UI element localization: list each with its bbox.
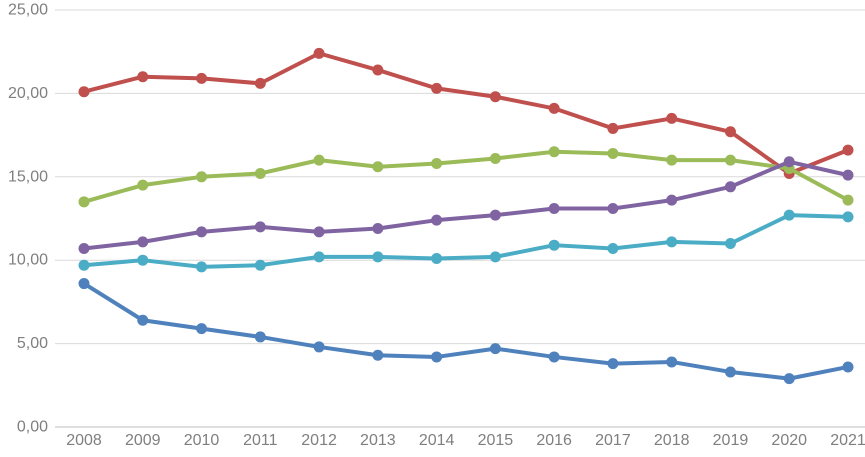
y-axis-tick-label: 5,00 — [17, 335, 48, 352]
data-point-marker-cyan — [489, 251, 501, 263]
data-point-marker-green — [842, 194, 854, 206]
data-point-marker-green — [489, 152, 501, 164]
data-point-marker-purple — [137, 236, 149, 248]
data-point-marker-cyan — [196, 261, 208, 273]
series-line-blue — [82, 281, 850, 381]
data-point-marker-green — [313, 154, 325, 166]
data-point-marker-cyan — [137, 254, 149, 266]
data-point-marker-blue — [842, 361, 854, 373]
data-point-marker-purple — [254, 221, 266, 233]
data-point-marker-red — [842, 144, 854, 156]
data-point-marker-cyan — [607, 243, 619, 255]
data-point-marker-red — [666, 112, 678, 124]
data-point-marker-blue — [196, 323, 208, 335]
data-point-marker-purple — [431, 214, 443, 226]
x-axis-tick-label: 2009 — [125, 432, 161, 449]
x-axis-tick-label: 2012 — [301, 432, 337, 449]
data-point-marker-purple — [842, 169, 854, 181]
x-axis-tick-label: 2015 — [478, 432, 514, 449]
data-point-marker-red — [372, 64, 384, 76]
data-point-marker-blue — [137, 314, 149, 326]
data-point-marker-purple — [78, 243, 90, 255]
data-point-marker-cyan — [724, 238, 736, 250]
x-axis-tick-label: 2019 — [713, 432, 749, 449]
data-point-marker-red — [254, 77, 266, 89]
data-point-marker-cyan — [78, 259, 90, 271]
data-point-marker-purple — [196, 226, 208, 238]
data-point-marker-red — [196, 72, 208, 84]
y-axis-tick-label: 10,00 — [8, 252, 48, 269]
data-point-marker-blue — [431, 351, 443, 363]
y-axis-tick-label: 25,00 — [8, 2, 48, 19]
x-axis-tick-label: 2008 — [66, 432, 102, 449]
data-point-marker-blue — [254, 331, 266, 343]
data-point-marker-cyan — [254, 259, 266, 271]
data-point-marker-green — [78, 196, 90, 208]
data-point-marker-blue — [372, 349, 384, 361]
data-point-marker-purple — [607, 202, 619, 214]
data-point-marker-cyan — [372, 251, 384, 263]
x-axis-tick-label: 2011 — [243, 432, 278, 449]
data-point-marker-purple — [724, 181, 736, 193]
data-point-marker-green — [548, 146, 560, 158]
data-point-marker-cyan — [313, 251, 325, 263]
x-axis-tick-label: 2010 — [184, 432, 220, 449]
data-point-marker-blue — [489, 343, 501, 355]
x-axis-tick-label: 2017 — [595, 432, 631, 449]
data-point-marker-red — [431, 82, 443, 94]
data-point-marker-red — [489, 91, 501, 103]
data-point-marker-blue — [724, 366, 736, 378]
data-point-marker-purple — [666, 194, 678, 206]
data-point-marker-blue — [548, 351, 560, 363]
data-point-marker-blue — [607, 358, 619, 370]
series-line-cyan — [82, 213, 850, 269]
data-point-marker-red — [78, 86, 90, 98]
data-point-marker-green — [254, 167, 266, 179]
data-point-marker-blue — [78, 278, 90, 290]
x-axis-tick-label: 2018 — [654, 432, 690, 449]
data-point-marker-purple — [372, 223, 384, 235]
data-point-marker-red — [313, 47, 325, 59]
x-axis-tick-label: 2021 — [830, 432, 865, 449]
data-point-marker-red — [607, 122, 619, 134]
data-point-marker-green — [372, 161, 384, 173]
data-point-marker-green — [666, 154, 678, 166]
data-point-marker-blue — [783, 373, 795, 385]
data-point-marker-cyan — [666, 236, 678, 248]
data-point-marker-purple — [313, 226, 325, 238]
x-axis-tick-label: 2016 — [536, 432, 572, 449]
data-point-marker-green — [137, 179, 149, 191]
data-point-marker-purple — [548, 202, 560, 214]
data-point-marker-cyan — [431, 253, 443, 265]
data-point-marker-green — [607, 147, 619, 159]
data-point-marker-green — [724, 154, 736, 166]
data-point-marker-red — [724, 126, 736, 138]
y-axis-tick-label: 15,00 — [8, 168, 48, 185]
series-line-purple — [82, 159, 850, 251]
x-axis-tick-label: 2020 — [771, 432, 807, 449]
x-axis-tick-label: 2013 — [360, 432, 396, 449]
series-line-red — [82, 51, 850, 176]
data-point-marker-purple — [489, 209, 501, 221]
data-point-marker-green — [431, 157, 443, 169]
data-point-marker-red — [548, 102, 560, 114]
series-line-green — [82, 149, 850, 204]
data-point-marker-cyan — [548, 239, 560, 251]
data-point-marker-cyan — [842, 211, 854, 223]
data-point-marker-blue — [313, 341, 325, 353]
data-point-marker-blue — [666, 356, 678, 368]
data-point-marker-purple — [783, 156, 795, 168]
data-point-marker-green — [196, 171, 208, 183]
y-axis-tick-label: 0,00 — [17, 419, 48, 436]
y-axis-tick-label: 20,00 — [8, 85, 48, 102]
data-point-marker-cyan — [783, 209, 795, 221]
data-point-marker-red — [137, 71, 149, 83]
x-axis-tick-label: 2014 — [419, 432, 455, 449]
